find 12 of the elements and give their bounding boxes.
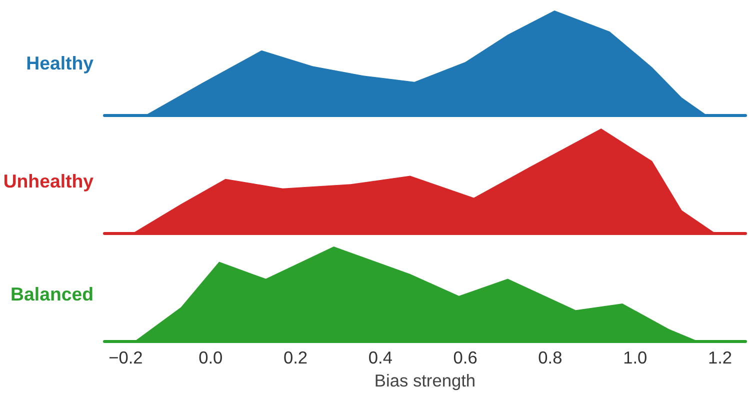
x-tick-label: 0.8 [538, 348, 562, 368]
x-tick-label: 0.4 [368, 348, 393, 368]
x-tick-label: 1.0 [623, 348, 648, 368]
x-tick-label: 0.2 [283, 348, 308, 368]
x-tick-label: −0.2 [108, 348, 143, 368]
text: Unhealthy [3, 170, 94, 192]
x-axis-title: Bias strength [374, 370, 476, 390]
text: Healthy [26, 52, 94, 74]
x-tick-label: 0.6 [453, 348, 478, 368]
text: Balanced [10, 284, 94, 304]
x-tick-label: 0.0 [198, 348, 223, 368]
x-tick-label: 1.2 [708, 348, 732, 368]
